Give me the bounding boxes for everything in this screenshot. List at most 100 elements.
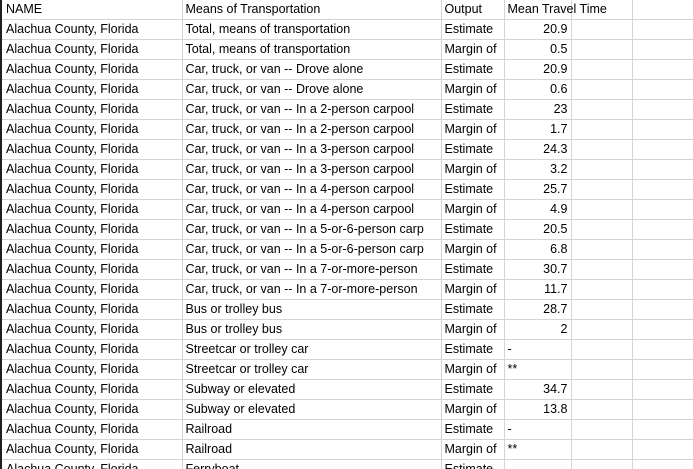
cell-blank-f[interactable]	[632, 279, 693, 300]
cell-mean-travel-time[interactable]: -	[504, 419, 572, 440]
cell-blank-e[interactable]	[571, 59, 633, 80]
cell-output[interactable]: Estimate	[441, 259, 505, 280]
cell-means[interactable]: Railroad	[182, 439, 442, 460]
cell-blank-f[interactable]	[632, 99, 693, 120]
cell-blank-f[interactable]	[632, 439, 693, 460]
cell-means[interactable]: Car, truck, or van -- In a 3-person carp…	[182, 159, 442, 180]
cell-mean-travel-time[interactable]: 13.8	[504, 399, 572, 420]
cell-blank-f[interactable]	[632, 179, 693, 200]
cell-blank-e[interactable]	[571, 199, 633, 220]
cell-mean-travel-time[interactable]: 2	[504, 319, 572, 340]
cell-blank-f[interactable]	[632, 159, 693, 180]
cell-means[interactable]: Car, truck, or van -- In a 5-or-6-person…	[182, 219, 442, 240]
cell-blank-e[interactable]	[571, 379, 633, 400]
cell-blank-f[interactable]	[632, 239, 693, 260]
cell-output[interactable]: Margin of	[441, 439, 505, 460]
cell-output[interactable]: Margin of	[441, 79, 505, 100]
cell-mean-travel-time[interactable]: 20.9	[504, 19, 572, 40]
cell-means[interactable]: Car, truck, or van -- In a 7-or-more-per…	[182, 259, 442, 280]
header-means-of-transportation[interactable]: Means of Transportation	[182, 0, 442, 20]
cell-mean-travel-time[interactable]: 23	[504, 99, 572, 120]
cell-mean-travel-time[interactable]: 0.5	[504, 39, 572, 60]
cell-blank-f[interactable]	[632, 339, 693, 360]
cell-output[interactable]: Estimate	[441, 179, 505, 200]
cell-means[interactable]: Car, truck, or van -- In a 7-or-more-per…	[182, 279, 442, 300]
cell-means[interactable]: Car, truck, or van -- Drove alone	[182, 79, 442, 100]
cell-blank-e[interactable]	[571, 139, 633, 160]
cell-blank-e[interactable]	[571, 179, 633, 200]
cell-name[interactable]: Alachua County, Florida	[0, 159, 183, 180]
cell-means[interactable]: Streetcar or trolley car	[182, 339, 442, 360]
cell-blank-f[interactable]	[632, 259, 693, 280]
cell-output[interactable]: Estimate	[441, 299, 505, 320]
cell-means[interactable]: Car, truck, or van -- In a 2-person carp…	[182, 119, 442, 140]
cell-mean-travel-time[interactable]: 30.7	[504, 259, 572, 280]
header-name[interactable]: NAME	[0, 0, 183, 20]
cell-blank-f[interactable]	[632, 379, 693, 400]
cell-means[interactable]: Streetcar or trolley car	[182, 359, 442, 380]
cell-output[interactable]: Margin of	[441, 159, 505, 180]
cell-mean-travel-time[interactable]: 0.6	[504, 79, 572, 100]
cell-mean-travel-time[interactable]: 34.7	[504, 379, 572, 400]
cell-output[interactable]: Estimate	[441, 139, 505, 160]
cell-blank-e[interactable]	[571, 99, 633, 120]
cell-blank-e[interactable]	[571, 399, 633, 420]
cell-blank-e[interactable]	[571, 419, 633, 440]
cell-name[interactable]: Alachua County, Florida	[0, 119, 183, 140]
cell-mean-travel-time[interactable]: 6.8	[504, 239, 572, 260]
cell-name[interactable]: Alachua County, Florida	[0, 299, 183, 320]
cell-mean-travel-time[interactable]: 20.5	[504, 219, 572, 240]
cell-blank-f[interactable]	[632, 319, 693, 340]
cell-name[interactable]: Alachua County, Florida	[0, 379, 183, 400]
cell-mean-travel-time[interactable]: 3.2	[504, 159, 572, 180]
cell-output[interactable]: Estimate	[441, 19, 505, 40]
cell-blank-f[interactable]	[632, 419, 693, 440]
cell-mean-travel-time[interactable]: 4.9	[504, 199, 572, 220]
cell-blank-e[interactable]	[571, 19, 633, 40]
cell-name[interactable]: Alachua County, Florida	[0, 439, 183, 460]
cell-name[interactable]: Alachua County, Florida	[0, 459, 183, 469]
cell-blank-e[interactable]	[571, 339, 633, 360]
cell-name[interactable]: Alachua County, Florida	[0, 59, 183, 80]
cell-blank-f[interactable]	[632, 79, 693, 100]
cell-means[interactable]: Total, means of transportation	[182, 19, 442, 40]
cell-mean-travel-time[interactable]: **	[504, 359, 572, 380]
cell-mean-travel-time[interactable]	[504, 459, 572, 469]
cell-blank-e[interactable]	[571, 259, 633, 280]
cell-blank-f[interactable]	[632, 219, 693, 240]
cell-output[interactable]: Margin of	[441, 359, 505, 380]
cell-mean-travel-time[interactable]: 24.3	[504, 139, 572, 160]
cell-name[interactable]: Alachua County, Florida	[0, 199, 183, 220]
cell-means[interactable]: Total, means of transportation	[182, 39, 442, 60]
cell-blank-f[interactable]	[632, 459, 693, 469]
cell-mean-travel-time[interactable]: 20.9	[504, 59, 572, 80]
cell-output[interactable]: Margin of	[441, 319, 505, 340]
cell-name[interactable]: Alachua County, Florida	[0, 179, 183, 200]
cell-output[interactable]: Estimate	[441, 99, 505, 120]
cell-mean-travel-time[interactable]: 28.7	[504, 299, 572, 320]
cell-means[interactable]: Car, truck, or van -- Drove alone	[182, 59, 442, 80]
cell-name[interactable]: Alachua County, Florida	[0, 139, 183, 160]
cell-name[interactable]: Alachua County, Florida	[0, 419, 183, 440]
cell-means[interactable]: Car, truck, or van -- In a 4-person carp…	[182, 179, 442, 200]
cell-name[interactable]: Alachua County, Florida	[0, 99, 183, 120]
cell-blank-f[interactable]	[632, 139, 693, 160]
cell-output[interactable]: Margin of	[441, 39, 505, 60]
cell-blank-e[interactable]	[571, 159, 633, 180]
cell-blank-f[interactable]	[632, 19, 693, 40]
cell-means[interactable]: Ferryboat	[182, 459, 442, 469]
cell-blank-e[interactable]	[571, 459, 633, 469]
header-blank-e[interactable]	[571, 0, 633, 20]
cell-means[interactable]: Car, truck, or van -- In a 5-or-6-person…	[182, 239, 442, 260]
cell-blank-e[interactable]	[571, 299, 633, 320]
cell-name[interactable]: Alachua County, Florida	[0, 399, 183, 420]
cell-blank-e[interactable]	[571, 119, 633, 140]
cell-blank-f[interactable]	[632, 59, 693, 80]
cell-output[interactable]: Estimate	[441, 219, 505, 240]
cell-name[interactable]: Alachua County, Florida	[0, 39, 183, 60]
cell-means[interactable]: Bus or trolley bus	[182, 319, 442, 340]
cell-output[interactable]: Margin of	[441, 199, 505, 220]
cell-blank-e[interactable]	[571, 439, 633, 460]
cell-output[interactable]: Estimate	[441, 379, 505, 400]
